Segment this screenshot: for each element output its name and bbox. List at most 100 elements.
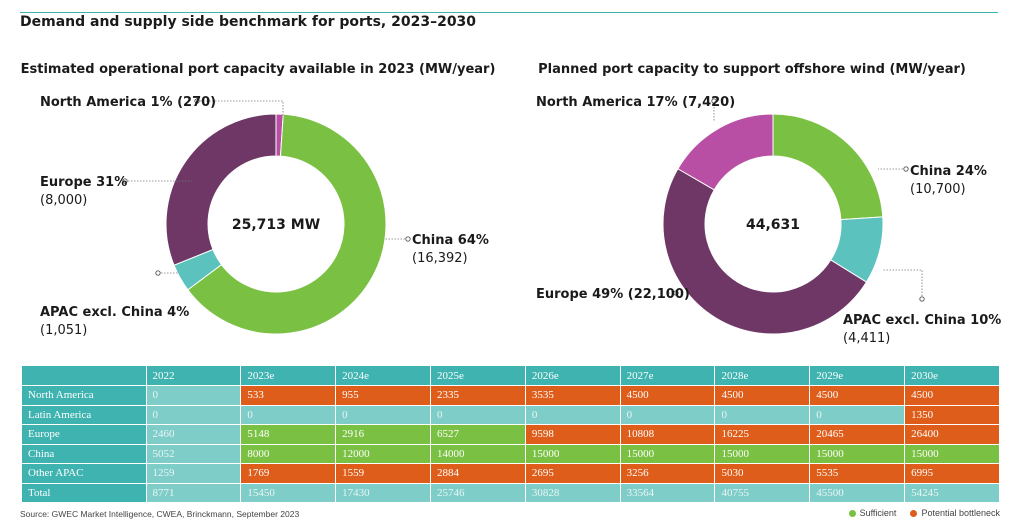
cell-total-2026e: 30828 [525, 483, 621, 503]
table-row: Europe 2460 5148 2916 6527 9598 10808 16225 2046… [22, 424, 1000, 445]
cell-north-america-2029e: 4500 [809, 385, 906, 406]
row-label-total: Total [22, 483, 147, 503]
cell-latin-america-2024e: 0 [335, 405, 431, 425]
cell-china-2025e: 14000 [430, 444, 526, 464]
cell-total-2024e: 17430 [335, 483, 431, 503]
chart-1-value-apac-excl-china: (1,051) [40, 323, 87, 338]
chart-2-label-china: China 24% [910, 164, 987, 179]
chart-1-label-china: China 64% [412, 233, 489, 248]
cell-other-apac-2024e: 1559 [335, 463, 431, 484]
cell-china-2029e: 15000 [809, 444, 906, 464]
legend-label-sufficient: Sufficient [859, 508, 897, 518]
cell-latin-america-2025e: 0 [430, 405, 526, 425]
donut-charts: Estimated operational port capacity avai… [21, 62, 1002, 346]
cell-other-apac-2030e: 6995 [904, 463, 1000, 484]
chart-2-slice-europe [662, 168, 868, 335]
cell-china-2022: 5052 [146, 444, 242, 464]
cell-latin-america-2022: 0 [146, 405, 242, 425]
chart-2-title: Planned port capacity to support offshor… [538, 62, 966, 77]
chart-1-slice-europe [165, 113, 277, 266]
cell-other-apac-2028e: 5030 [714, 463, 811, 484]
cell-total-2027e: 33564 [620, 483, 716, 503]
table-row: China 5052 8000 12000 14000 15000 15000 15000 15… [22, 444, 1000, 464]
column-header-2026e: 2026e [525, 366, 621, 386]
cell-other-apac-2023e: 1769 [240, 463, 337, 484]
chart-2-center-label: 44,631 [746, 217, 800, 233]
chart-1-leader-north-america [197, 100, 284, 116]
cell-other-apac-2022: 1259 [146, 463, 242, 484]
table-row: Other APAC 1259 1769 1559 2884 2695 3256 5030 55… [22, 463, 1000, 484]
cell-north-america-2023e: 533 [240, 385, 337, 406]
chart-2-leader-dot-apac-excl-china [919, 296, 925, 302]
chart-1-label-apac-excl-china: APAC excl. China 4% [40, 305, 189, 320]
table-header-row: 2022 2023e 2024e 2025e 2026e 2027e 2028e 2029e 2… [22, 366, 1000, 386]
cell-europe-2024e: 2916 [335, 424, 431, 445]
cell-total-2023e: 15450 [240, 483, 337, 503]
chart-2-slice-china [772, 113, 884, 221]
legend: Sufficient Potential bottleneck [848, 508, 1000, 518]
cell-north-america-2028e: 4500 [714, 385, 811, 406]
column-header-2030e: 2030e [904, 366, 1000, 386]
cell-europe-2029e: 20465 [809, 424, 906, 445]
column-header-2029e: 2029e [809, 366, 906, 386]
cell-total-2030e: 54245 [904, 483, 1000, 503]
column-header-2027e: 2027e [620, 366, 716, 386]
chart-1-title: Estimated operational port capacity avai… [21, 62, 496, 77]
cell-latin-america-2023e: 0 [240, 405, 337, 425]
row-label-europe: Europe [22, 424, 147, 445]
chart-2-leader-dot-europe [673, 290, 679, 296]
cell-europe-2030e: 26400 [904, 424, 1000, 445]
cell-other-apac-2027e: 3256 [620, 463, 716, 484]
cell-north-america-2027e: 4500 [620, 385, 716, 406]
column-header-2024e: 2024e [335, 366, 431, 386]
chart-1-value-china: (16,392) [412, 251, 468, 266]
cell-europe-2025e: 6527 [430, 424, 526, 445]
chart-1-leader-dot-china [405, 236, 411, 242]
cell-total-2028e: 40755 [714, 483, 811, 503]
cell-europe-2028e: 16225 [714, 424, 811, 445]
cell-total-2029e: 45500 [809, 483, 906, 503]
cell-north-america-2024e: 955 [335, 385, 431, 406]
cell-north-america-2022: 0 [146, 385, 242, 406]
column-header-2025e: 2025e [430, 366, 526, 386]
chart-2-value-apac-excl-china: (4,411) [843, 331, 890, 346]
cell-north-america-2030e: 4500 [904, 385, 1000, 406]
table-row: North America 0 533 955 2335 3535 4500 4500 4500… [22, 385, 1000, 406]
cell-china-2027e: 15000 [620, 444, 716, 464]
chart-2-label-europe: Europe 49% (22,100) [536, 287, 690, 302]
chart-1-leader-dot-apac-excl-china [155, 270, 161, 276]
column-header-2022: 2022 [146, 366, 242, 386]
column-header-2028e: 2028e [714, 366, 811, 386]
legend-item-sufficient: Sufficient [848, 508, 897, 518]
row-label-latin-america: Latin America [22, 405, 147, 425]
cell-total-2025e: 25746 [430, 483, 526, 503]
cell-north-america-2026e: 3535 [525, 385, 621, 406]
table-total-row: Total 8771 15450 17430 25746 30828 33564 40755 4… [22, 483, 1000, 503]
cell-europe-2026e: 9598 [525, 424, 621, 445]
chart-1-leader-dot-north-america [194, 98, 200, 104]
legend-item-bottleneck: Potential bottleneck [910, 508, 1000, 518]
row-label-china: China [22, 444, 147, 464]
cell-latin-america-2026e: 0 [525, 405, 621, 425]
cell-other-apac-2026e: 2695 [525, 463, 621, 484]
cell-china-2023e: 8000 [240, 444, 337, 464]
cell-europe-2022: 2460 [146, 424, 242, 445]
cell-europe-2023e: 5148 [240, 424, 337, 445]
cell-china-2026e: 15000 [525, 444, 621, 464]
cell-china-2024e: 12000 [335, 444, 431, 464]
source-note: Source: GWEC Market Intelligence, CWEA, … [20, 509, 300, 519]
row-label-north-america: North America [22, 385, 147, 406]
cell-total-2022: 8771 [146, 483, 242, 503]
chart-1-center-label: 25,713 MW [232, 217, 320, 233]
port-capacity-table: 2022 2023e 2024e 2025e 2026e 2027e 2028e 2029e 2… [22, 366, 1000, 503]
cell-north-america-2025e: 2335 [430, 385, 526, 406]
cell-other-apac-2025e: 2884 [430, 463, 526, 484]
row-label-other-apac: Other APAC [22, 463, 147, 484]
cell-europe-2027e: 10808 [620, 424, 716, 445]
column-header-2023e: 2023e [240, 366, 337, 386]
legend-dot-bottleneck [910, 509, 918, 517]
cell-latin-america-2029e: 0 [809, 405, 906, 425]
table-corner-cell [22, 366, 147, 386]
legend-label-bottleneck: Potential bottleneck [921, 508, 1000, 518]
chart-1-value-europe: (8,000) [40, 193, 87, 208]
